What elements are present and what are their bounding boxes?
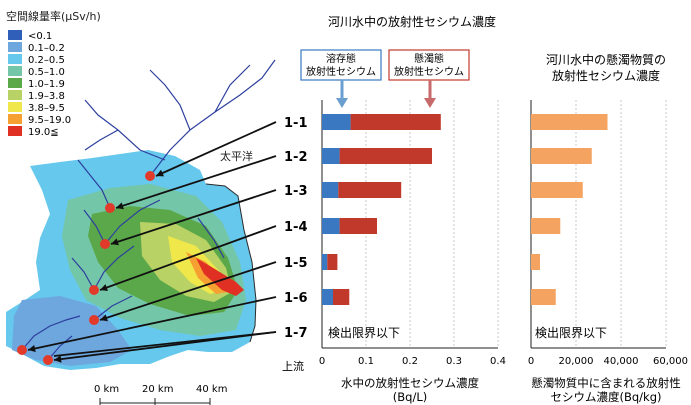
legend-label: 0.1–0.2 [28, 43, 65, 54]
legend-label: <0.1 [28, 31, 52, 42]
legend-label: 0.2–0.5 [28, 55, 65, 66]
c2-below-detection: 検出限界以下 [535, 326, 607, 340]
chart-2-title-2: 放射性セシウム濃度 [552, 68, 660, 83]
c1-tick-label: 0 [319, 356, 325, 367]
legend-suspended-2: 放射性セシウム [394, 65, 464, 78]
c1-bar-dissolved [322, 254, 328, 270]
site-label: 1-2 [284, 150, 308, 165]
legend-label: 3.8–9.5 [28, 103, 65, 114]
sample-points [17, 171, 155, 365]
site-label: 1-3 [284, 184, 308, 199]
scale-bar: 0 km 20 km 40 km [94, 384, 227, 405]
legend-swatch [8, 78, 22, 88]
c1-bar-suspended [339, 148, 432, 164]
c1-tick-label: 0.2 [402, 356, 418, 367]
legend-swatch [8, 102, 22, 112]
c1-bar-dissolved [322, 218, 340, 234]
c1-bar-dissolved [322, 289, 333, 305]
upstream-label: 上流 [282, 359, 304, 373]
c2-tick-label: 40,000 [604, 356, 639, 367]
legend-label: 9.5–19.0 [28, 115, 71, 126]
site-arrowhead [100, 284, 108, 291]
site-label: 1-4 [284, 220, 308, 235]
c2-bar [531, 254, 540, 270]
map-zone-19 [196, 258, 244, 296]
legend: 空間線量率(μSv/h) <0.10.1–0.20.2–0.50.5–1.01.… [6, 9, 101, 138]
legend-swatch [8, 114, 22, 124]
legend-label: 1.0–1.9 [28, 79, 65, 90]
c1-tick-label: 0.4 [490, 356, 506, 367]
legend-dissolved-2: 放射性セシウム [306, 65, 376, 78]
site-arrowhead [100, 314, 108, 322]
scale-20: 20 km [142, 384, 173, 395]
rivers [21, 59, 276, 361]
c1-tick-label: 0.3 [446, 356, 462, 367]
site-label: 1-6 [284, 291, 308, 306]
c1-xlabel-1: 水中の放射性セシウム濃度 [341, 376, 479, 390]
legend-label: 19.0≦ [28, 127, 59, 138]
c1-bar-dissolved [322, 114, 351, 130]
c2-bar [531, 148, 592, 164]
legend-swatch [8, 54, 22, 64]
legend-swatch [8, 90, 22, 100]
site-arrowhead [116, 202, 124, 210]
legend-dissolved-1: 溶存態 [326, 52, 356, 65]
site-arrowhead [28, 344, 36, 353]
c1-bar-suspended [339, 218, 377, 234]
c1-bar-suspended [338, 182, 402, 198]
c1-bar-suspended [333, 289, 350, 305]
site-arrow [115, 155, 277, 209]
site-arrowhead [54, 355, 62, 363]
c2-bar [531, 182, 583, 198]
c2-bar [531, 218, 561, 234]
c2-bar [531, 114, 608, 130]
legend-suspended-1: 懸濁態 [414, 52, 444, 65]
chart-1-legend: 溶存態 放射性セシウム 懸濁態 放射性セシウム [300, 49, 470, 108]
legend-swatch [8, 30, 22, 40]
c2-tick-label: 20,000 [559, 356, 594, 367]
c2-bar [531, 289, 556, 305]
c1-bar-dissolved [322, 148, 340, 164]
c2-xlabel-1: 懸濁物質中に含まれる放射性 [531, 376, 681, 390]
c1-bar-dissolved [322, 182, 339, 198]
site-label: 1-7 [284, 326, 308, 341]
site-arrowhead [111, 238, 119, 246]
site-arrowhead [156, 169, 164, 177]
c1-bar-suspended [350, 114, 441, 130]
c1-bar-suspended [327, 254, 338, 270]
site-label: 1-5 [284, 256, 308, 271]
site-arrow [155, 121, 277, 177]
site-arrows [27, 121, 277, 363]
legend-swatch [8, 126, 22, 136]
chart-2: 河川水中の懸濁物質の 放射性セシウム濃度 0 20,000 40,000 60,000… [528, 52, 688, 404]
scale-40: 40 km [196, 384, 227, 395]
c2-tick-label: 0 [528, 356, 534, 367]
c1-xlabel-2: (Bq/L) [393, 390, 427, 404]
c1-below-detection: 検出限界以下 [328, 326, 400, 340]
site-arrow [99, 225, 277, 291]
site-labels: 1-1 1-2 1-3 1-4 1-5 1-6 1-7 [284, 116, 308, 341]
pacific-label: 太平洋 [220, 149, 253, 163]
legend-label: 1.9–3.8 [28, 91, 65, 102]
legend-label: 0.5–1.0 [28, 67, 65, 78]
legend-title: 空間線量率(μSv/h) [6, 9, 101, 23]
legend-swatch [8, 66, 22, 76]
site-label: 1-1 [284, 116, 308, 131]
c1-tick-label: 0.1 [358, 356, 374, 367]
site-arrow [27, 296, 277, 351]
dose-map [6, 59, 276, 370]
site-arrow [110, 189, 277, 245]
chart-2-title-1: 河川水中の懸濁物質の [546, 52, 666, 67]
coastline [205, 183, 257, 343]
site-arrow [99, 261, 277, 321]
site-arrow [53, 331, 277, 357]
scale-0: 0 km [94, 384, 119, 395]
chart-1-title: 河川水中の放射性セシウム濃度 [328, 14, 496, 29]
chart-1: 河川水中の放射性セシウム濃度 溶存態 放射性セシウム 懸濁態 放射性セシウム 0… [300, 14, 506, 404]
legend-swatch [8, 42, 22, 52]
c2-tick-label: 60,000 [653, 356, 688, 367]
c2-xlabel-2: セシウム濃度(Bq/kg) [551, 390, 662, 404]
